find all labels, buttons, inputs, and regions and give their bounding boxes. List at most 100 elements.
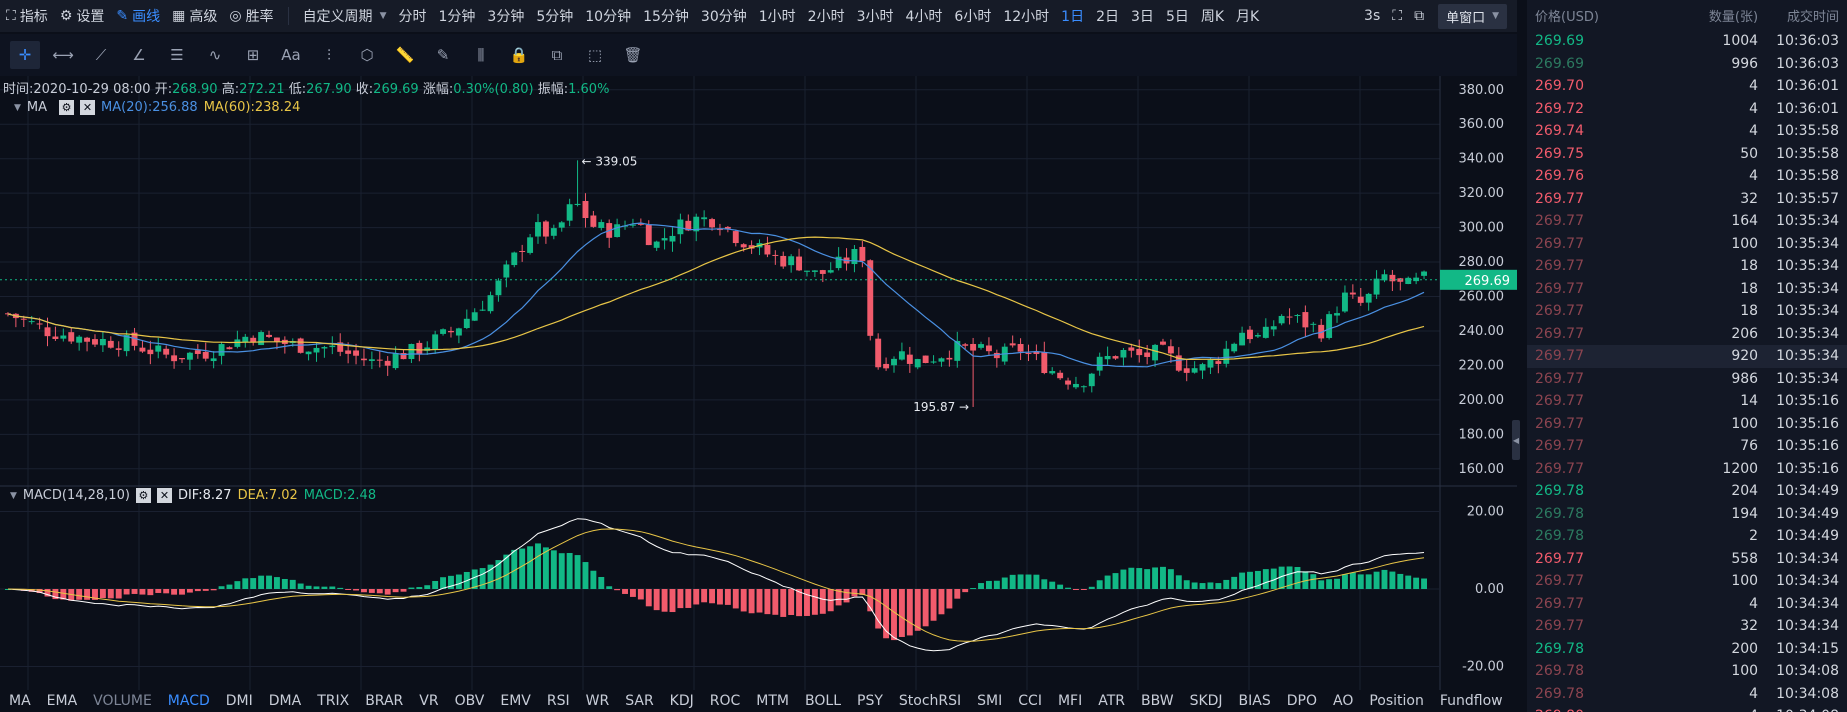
trade-row[interactable]: 269.78 100 10:34:08 [1527,660,1847,683]
period-17[interactable]: 周K [1200,9,1225,25]
trade-row[interactable]: 269.77 558 10:34:34 [1527,548,1847,571]
trash-icon[interactable]: 🗑 [623,46,643,64]
popout-icon[interactable]: ⧉ [1414,8,1425,24]
indicator-tab-mtm[interactable]: MTM [756,693,790,709]
indicator-tab-roc[interactable]: ROC [709,693,741,709]
indicator-tab-macd[interactable]: MACD [167,693,210,709]
trade-row[interactable]: 269.77 100 10:35:16 [1527,413,1847,436]
indicator-tab-fundflow[interactable]: Fundflow [1439,693,1503,709]
indicator-tab-skdj[interactable]: SKDJ [1189,693,1223,709]
trade-row[interactable]: 269.77 4 10:34:34 [1527,593,1847,616]
screenshot-icon[interactable]: ⬚ [587,46,603,64]
winrate-button[interactable]: ◎ 胜率 [223,0,279,32]
period-9[interactable]: 3小时 [856,9,894,25]
trade-row[interactable]: 269.78 4 10:34:08 [1527,683,1847,706]
period-8[interactable]: 2小时 [807,9,845,25]
ma-settings-icon[interactable]: ⚙ [59,100,75,115]
indicator-tab-volume[interactable]: VOLUME [93,693,152,709]
settings-button[interactable]: ⚙ 设置 [54,0,111,32]
indicator-tab-rsi[interactable]: RSI [546,693,570,709]
period-11[interactable]: 6小时 [954,9,992,25]
macd-settings-icon[interactable]: ⚙ [135,488,151,503]
trade-row[interactable]: 269.77 1200 10:35:16 [1527,458,1847,481]
trade-row[interactable]: 269.76 4 10:35:58 [1527,165,1847,188]
indicator-tab-ema[interactable]: EMA [46,693,78,709]
horizontal-line-icon[interactable]: ⟷ [52,46,74,64]
period-15[interactable]: 3日 [1131,9,1154,25]
fullscreen-icon[interactable]: ⛶ [1392,8,1403,24]
crosshair-icon[interactable]: ✛ [10,41,40,69]
trade-row[interactable]: 269.78 200 10:34:15 [1527,638,1847,661]
trade-row[interactable]: 269.77 164 10:35:34 [1527,210,1847,233]
period-2[interactable]: 3分钟 [487,9,525,25]
pencil-icon[interactable]: ✎ [436,46,450,64]
period-6[interactable]: 30分钟 [700,9,747,25]
indicator-tab-atr[interactable]: ATR [1098,693,1125,709]
trade-row[interactable]: 269.77 206 10:35:34 [1527,323,1847,346]
collapse-panel-handle[interactable]: ◀ [1512,420,1520,460]
trade-row[interactable]: 269.77 76 10:35:16 [1527,435,1847,458]
indicator-tab-ao[interactable]: AO [1333,693,1354,709]
advanced-button[interactable]: ▦ 高级 [166,0,223,32]
trade-row[interactable]: 269.80410:34:08 [1527,705,1847,712]
fib-icon[interactable]: ⫶ [327,46,331,64]
macd-close-icon[interactable]: ✕ [156,488,172,503]
indicator-tab-position[interactable]: Position [1369,693,1424,709]
period-12[interactable]: 12小时 [1003,9,1050,25]
indicator-tab-psy[interactable]: PSY [857,693,883,709]
indicator-tab-ma[interactable]: MA [9,693,31,709]
parallel-lines-icon[interactable]: ☰ [170,46,184,64]
indicator-tab-dma[interactable]: DMA [268,693,302,709]
trade-row[interactable]: 269.77 986 10:35:34 [1527,368,1847,391]
period-1[interactable]: 1分钟 [438,9,476,25]
indicator-tab-emv[interactable]: EMV [500,693,531,709]
indicator-tab-dmi[interactable]: DMI [225,693,253,709]
trade-row[interactable]: 269.70 4 10:36:01 [1527,75,1847,98]
angle-icon[interactable]: ∠ [132,46,146,64]
indicator-tab-trix[interactable]: TRIX [317,693,350,709]
period-14[interactable]: 2日 [1096,9,1120,25]
lock-icon[interactable]: 🔒 [509,46,529,64]
indicator-tab-cci[interactable]: CCI [1018,693,1042,709]
indicator-tab-obv[interactable]: OBV [454,693,485,709]
trade-row[interactable]: 269.72 4 10:36:01 [1527,98,1847,121]
trend-line-icon[interactable]: ⟋ [95,46,107,64]
trade-row[interactable]: 269.77 18 10:35:34 [1527,255,1847,278]
wave-icon[interactable]: ∿ [208,46,222,64]
indicator-tab-smi[interactable]: SMI [977,693,1003,709]
trade-row[interactable]: 269.77 18 10:35:34 [1527,300,1847,323]
shape-icon[interactable]: ⬡ [360,46,374,64]
indicator-tab-vr[interactable]: VR [419,693,439,709]
indicator-tab-kdj[interactable]: KDJ [669,693,694,709]
indicator-tab-dpo[interactable]: DPO [1286,693,1317,709]
grid-icon[interactable]: ⊞ [246,46,260,64]
period-10[interactable]: 4小时 [905,9,943,25]
window-mode-dropdown[interactable]: 单窗口 ▼ [1438,3,1507,29]
trade-row[interactable]: 269.77 18 10:35:34 [1527,278,1847,301]
refresh-interval[interactable]: 3s [1364,8,1381,24]
period-7[interactable]: 1小时 [758,9,796,25]
kline-chart[interactable]: 380.00 360.00 340.00 320.00 300.00 280.00 260.… [0,76,1517,712]
measure-icon[interactable]: ⫼ [477,46,485,64]
trade-row[interactable]: 269.77 14 10:35:16 [1527,390,1847,413]
indicator-tab-sar[interactable]: SAR [625,693,654,709]
trade-row[interactable]: 269.77 32 10:35:57 [1527,188,1847,211]
period-16[interactable]: 5日 [1165,9,1189,25]
indicator-tab-wr[interactable]: WR [585,693,610,709]
collapse-caret-icon[interactable]: ▼ [10,490,17,501]
trade-row[interactable]: 269.78 204 10:34:49 [1527,480,1847,503]
trade-row[interactable]: 269.69 1004 10:36:03 [1527,30,1847,53]
indicator-tab-brar[interactable]: BRAR [365,693,404,709]
trade-row[interactable]: 269.78 194 10:34:49 [1527,503,1847,526]
draw-button[interactable]: ✎ 画线 [110,0,166,32]
ruler-icon[interactable]: 📏 [395,46,415,64]
indicator-tab-mfi[interactable]: MFI [1057,693,1083,709]
period-0[interactable]: 分时 [398,9,427,25]
trade-row[interactable]: 269.77 100 10:35:34 [1527,233,1847,256]
indicator-tab-boll[interactable]: BOLL [805,693,841,709]
trade-row[interactable]: 269.77 100 10:34:34 [1527,570,1847,593]
trade-row[interactable]: 269.74 4 10:35:58 [1527,120,1847,143]
trade-row[interactable]: 269.78 2 10:34:49 [1527,525,1847,548]
indicator-button[interactable]: ⛶ 指标 [0,0,54,32]
copy-icon[interactable]: ⧉ [551,46,563,64]
